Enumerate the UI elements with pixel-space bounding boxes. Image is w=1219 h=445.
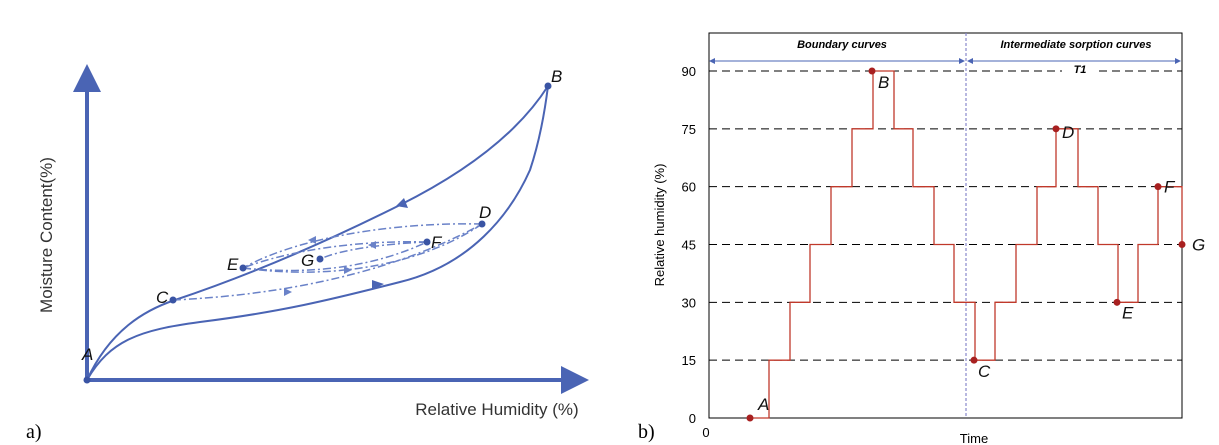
point-E — [1113, 298, 1121, 306]
y-axis-title: Relative humidity (%) — [652, 164, 667, 287]
y-tick-15: 15 — [682, 353, 696, 368]
scan-D-E — [242, 223, 483, 269]
point-C — [169, 296, 177, 304]
x-tick-0: 0 — [702, 425, 709, 440]
y-tick-30: 30 — [682, 295, 696, 310]
label-G: G — [1192, 236, 1205, 255]
desorption-arrow — [396, 198, 408, 208]
point-D — [478, 220, 486, 228]
point-A — [746, 414, 754, 422]
y-tick-90: 90 — [682, 64, 696, 79]
adsorption-curve — [86, 85, 549, 381]
point-B — [544, 82, 552, 90]
panel-a-chart: A B C D E F G Moisture Content(%) Relati… — [26, 64, 589, 443]
desorption-curve — [86, 85, 549, 381]
panel-b-letter: b) — [638, 421, 655, 443]
scan-F-G — [319, 241, 428, 260]
label-F: F — [1164, 178, 1176, 197]
panel-a-letter: a) — [26, 421, 42, 443]
scan-arrow-3 — [368, 241, 376, 249]
label-C: C — [156, 288, 169, 307]
y-axis-title: Moisture Content(%) — [37, 157, 56, 313]
y-tick-45: 45 — [682, 238, 696, 253]
point-C — [970, 356, 978, 364]
rh-step-series — [750, 70, 1183, 419]
x-axis-title: Relative Humidity (%) — [415, 400, 578, 419]
point-D — [1052, 125, 1060, 133]
scan-E-F — [242, 241, 428, 272]
y-tick-75: 75 — [682, 122, 696, 137]
label-A: A — [757, 395, 769, 414]
header-intermediate: Intermediate sorption curves — [1001, 39, 1152, 51]
y-tick-0: 0 — [689, 411, 696, 426]
point-F — [423, 238, 431, 246]
label-E: E — [1122, 303, 1134, 322]
label-D: D — [479, 203, 491, 222]
label-A: A — [81, 345, 93, 364]
label-D: D — [1062, 123, 1074, 142]
scan-arrow-4 — [344, 266, 352, 274]
scan-C-D — [172, 223, 483, 301]
scan-arrow-1 — [284, 288, 292, 296]
label-E: E — [227, 255, 239, 274]
scan-E-D — [242, 223, 483, 273]
label-C: C — [978, 362, 991, 381]
t1-label: T1 — [1074, 64, 1087, 76]
scan-arrow-2 — [308, 236, 316, 244]
x-axis-title: Time — [960, 431, 988, 445]
point-B — [868, 67, 876, 75]
label-B: B — [878, 73, 889, 92]
scan-F-E — [242, 241, 428, 269]
panel-b-chart: 0 15 30 45 60 75 90 A B C D E F G Boundary curves In… — [638, 32, 1205, 445]
point-G — [1178, 241, 1186, 248]
point-G — [316, 255, 324, 263]
adsorption-arrow — [372, 280, 384, 290]
header-boundary: Boundary curves — [797, 39, 887, 51]
point-E — [239, 264, 247, 272]
y-tick-60: 60 — [682, 180, 696, 195]
label-G: G — [301, 251, 314, 270]
label-B: B — [551, 67, 562, 86]
point-A — [83, 376, 91, 384]
t1-label-bg — [1062, 63, 1098, 77]
label-F: F — [431, 233, 443, 252]
point-F — [1154, 183, 1162, 191]
